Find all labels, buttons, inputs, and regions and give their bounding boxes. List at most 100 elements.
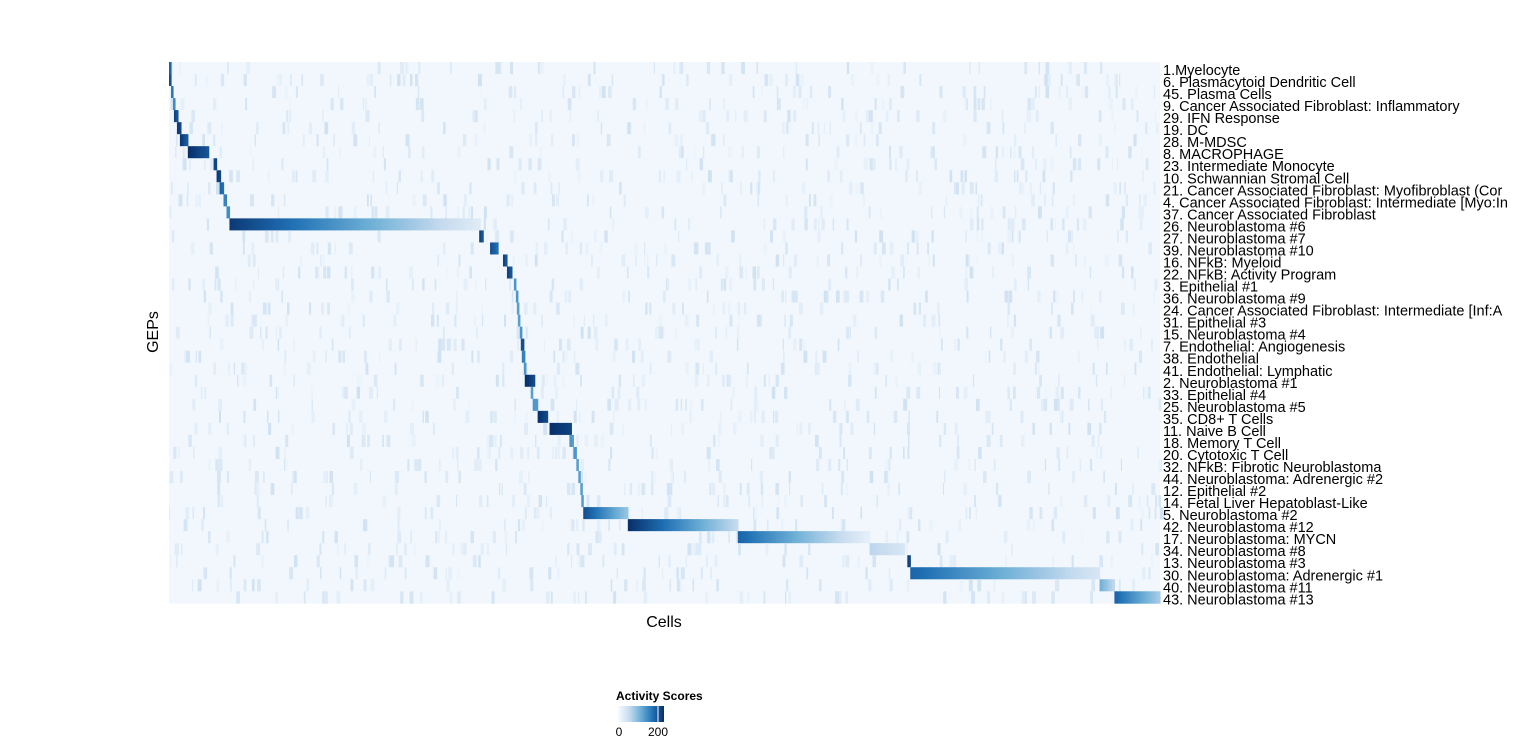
heatmap-cell-noise bbox=[1055, 579, 1060, 592]
heatmap-cell bbox=[735, 519, 739, 532]
heatmap-cell-noise bbox=[189, 434, 192, 448]
heatmap-cell bbox=[223, 194, 228, 207]
heatmap-cell-noise bbox=[1106, 362, 1108, 376]
heatmap-cell-noise bbox=[1132, 302, 1135, 315]
heatmap-cell bbox=[938, 567, 941, 580]
heatmap-cell bbox=[797, 531, 801, 544]
heatmap-cell-noise bbox=[188, 278, 191, 291]
row-label: 14. Fetal Liver Hepatoblast-Like bbox=[1163, 496, 1368, 512]
row-label: 9. Cancer Associated Fibroblast: Inflamm… bbox=[1163, 99, 1460, 115]
heatmap-cell-noise bbox=[495, 374, 499, 388]
row-label: 31. Epithelial #3 bbox=[1163, 316, 1266, 332]
heatmap-cell-noise bbox=[828, 458, 832, 472]
heatmap-cell-noise bbox=[480, 543, 484, 556]
heatmap-cell-noise bbox=[634, 242, 638, 255]
heatmap-cell-noise bbox=[1090, 591, 1094, 604]
heatmap-cell-noise bbox=[597, 110, 599, 123]
heatmap-cell bbox=[335, 218, 339, 231]
heatmap-cell-noise bbox=[1096, 446, 1099, 460]
heatmap-cell-noise bbox=[492, 531, 496, 544]
heatmap-cell-noise bbox=[638, 338, 642, 352]
heatmap-cell bbox=[226, 206, 231, 219]
heatmap-cell bbox=[1075, 567, 1079, 580]
heatmap-cell bbox=[363, 218, 367, 231]
heatmap-cell-noise bbox=[649, 362, 652, 376]
heatmap-cell-noise bbox=[1001, 242, 1004, 255]
heatmap-cell-noise bbox=[360, 458, 363, 472]
heatmap-cell-noise bbox=[1083, 62, 1087, 75]
heatmap-cell-noise bbox=[183, 146, 187, 159]
heatmap-cell-noise bbox=[795, 519, 798, 532]
heatmap-cell bbox=[170, 86, 174, 99]
heatmap-cell bbox=[241, 218, 245, 231]
heatmap-cell-noise bbox=[732, 422, 737, 436]
heatmap-cell-noise bbox=[976, 218, 980, 231]
heatmap-cell-noise bbox=[818, 446, 822, 460]
heatmap-cell-noise bbox=[226, 422, 229, 436]
heatmap-cell-noise bbox=[169, 362, 173, 376]
heatmap-cell bbox=[1019, 567, 1023, 580]
heatmap-cell-noise bbox=[963, 483, 968, 496]
heatmap-cell-noise bbox=[694, 374, 699, 388]
heatmap-cell bbox=[1124, 591, 1127, 604]
heatmap-cell-noise bbox=[725, 326, 727, 339]
heatmap-cell-noise bbox=[275, 591, 278, 604]
heatmap-cell-noise bbox=[642, 579, 646, 592]
heatmap-cell bbox=[191, 146, 195, 159]
heatmap-cell-noise bbox=[1099, 290, 1102, 303]
heatmap-cell-noise bbox=[722, 374, 725, 388]
heatmap-cell-noise bbox=[990, 326, 992, 339]
heatmap-cell bbox=[1061, 567, 1065, 580]
heatmap-cell bbox=[476, 218, 479, 231]
heatmap-cell-noise bbox=[513, 110, 516, 123]
heatmap-cell-noise bbox=[207, 314, 210, 327]
heatmap-cell bbox=[519, 326, 523, 339]
heatmap-cell-noise bbox=[909, 507, 913, 520]
heatmap-cell-noise bbox=[179, 62, 182, 75]
heatmap-cell-noise bbox=[565, 350, 568, 364]
heatmap-cell-noise bbox=[503, 314, 507, 327]
heatmap-cell bbox=[883, 543, 887, 556]
heatmap-cell-noise bbox=[1018, 146, 1022, 159]
heatmap-cell-noise bbox=[613, 338, 618, 352]
heatmap-cell bbox=[803, 531, 807, 544]
heatmap-cell-noise bbox=[1148, 507, 1151, 520]
heatmap-cell-noise bbox=[1010, 146, 1012, 159]
heatmap-cell-noise bbox=[756, 146, 760, 159]
heatmap-cell-noise bbox=[994, 170, 999, 183]
heatmap-cell bbox=[999, 567, 1003, 580]
heatmap-cell bbox=[894, 543, 897, 556]
heatmap-cell-noise bbox=[371, 206, 374, 219]
heatmap-cell-noise bbox=[338, 146, 341, 159]
heatmap-cell-noise bbox=[627, 266, 629, 279]
heatmap-cell-noise bbox=[625, 338, 629, 352]
heatmap-cell-noise bbox=[362, 314, 366, 327]
heatmap-cell-noise bbox=[1073, 194, 1075, 207]
heatmap-cell-noise bbox=[936, 410, 939, 424]
heatmap-cell bbox=[801, 531, 805, 544]
heatmap-cell-noise bbox=[1003, 350, 1006, 364]
heatmap-cell-noise bbox=[869, 158, 873, 171]
heatmap-cell-noise bbox=[736, 326, 740, 339]
heatmap-cell-noise bbox=[471, 350, 474, 364]
heatmap-cell-noise bbox=[437, 531, 440, 544]
heatmap-cell bbox=[989, 567, 993, 580]
heatmap-cell bbox=[946, 567, 949, 580]
heatmap-cell-noise bbox=[295, 86, 298, 99]
heatmap-cell-noise bbox=[455, 302, 459, 315]
heatmap-cell-noise bbox=[638, 146, 641, 159]
heatmap-cell-noise bbox=[1115, 507, 1120, 520]
row-label: 44. Neuroblastoma: Adrenergic #2 bbox=[1163, 472, 1383, 488]
heatmap-cell-noise bbox=[1005, 555, 1007, 568]
heatmap-cell-noise bbox=[763, 591, 766, 604]
heatmap-cell bbox=[200, 146, 203, 159]
heatmap-cell-noise bbox=[267, 410, 269, 424]
row-label: 24. Cancer Associated Fibroblast: Interm… bbox=[1163, 304, 1503, 320]
heatmap-cell-noise bbox=[398, 170, 401, 183]
heatmap-cell-noise bbox=[1057, 314, 1061, 327]
heatmap-cell-noise bbox=[647, 254, 649, 267]
heatmap-cell bbox=[811, 531, 815, 544]
heatmap-cell-noise bbox=[685, 555, 687, 568]
heatmap-cell-noise bbox=[1039, 182, 1042, 195]
